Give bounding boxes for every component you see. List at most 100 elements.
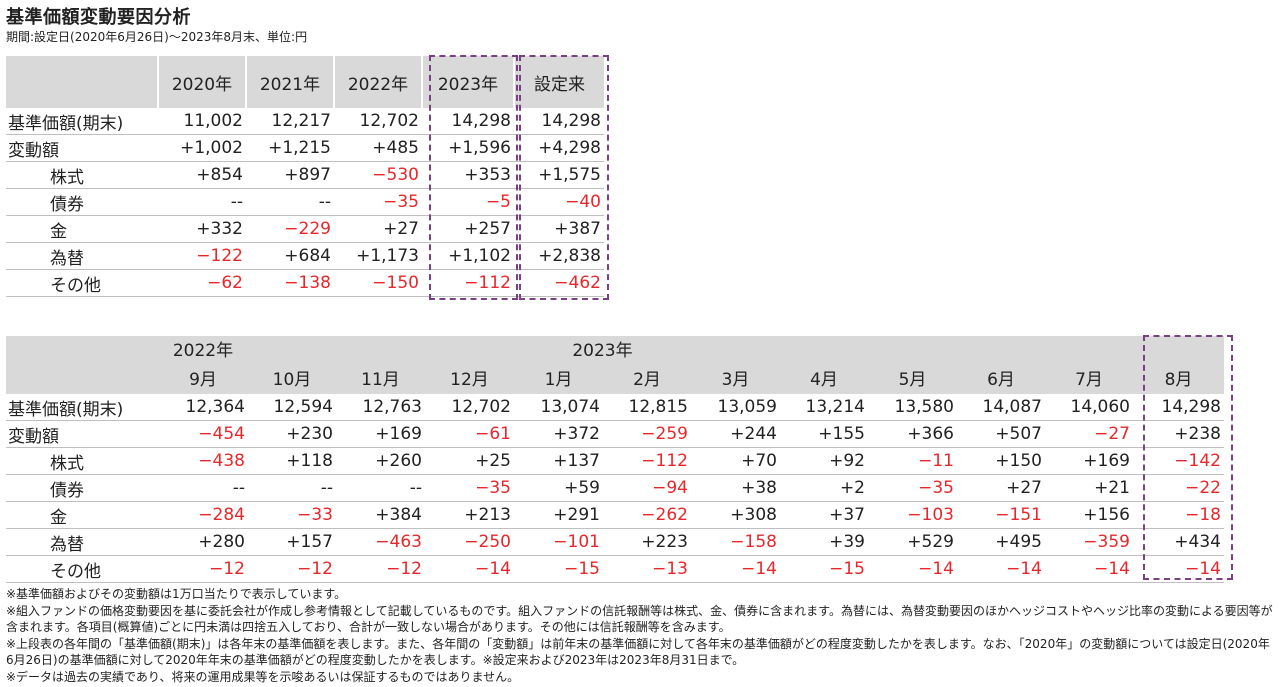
month-header: 11月 bbox=[336, 361, 425, 394]
table-cell: 12,815 bbox=[603, 394, 691, 421]
table-cell: −11 bbox=[868, 447, 957, 475]
table-cell: +332 bbox=[158, 215, 246, 243]
period-subtitle: 期間:設定日(2020年6月26日)～2023年8月末、単位:円 bbox=[6, 30, 308, 44]
table-cell: +1,173 bbox=[334, 242, 422, 270]
table-cell: +238 bbox=[1133, 420, 1224, 448]
annual-change-table: 2020年 2021年 2022年 2023年 設定来 基準価額(期末) 11,0… bbox=[6, 56, 604, 297]
table-cell: +854 bbox=[158, 161, 246, 189]
row-label: 株式 bbox=[6, 161, 158, 189]
table-cell: −158 bbox=[691, 528, 780, 556]
table-row: その他 −12 −12 −12 −14 −15 −13 −14 −15 −14 −14 −14 −14 bbox=[6, 555, 1224, 583]
table-cell: −35 bbox=[334, 188, 422, 216]
month-header: 2月 bbox=[603, 361, 691, 394]
table-cell: +156 bbox=[1045, 501, 1133, 529]
table-cell: -- bbox=[158, 474, 248, 502]
table-cell: +1,575 bbox=[514, 161, 604, 189]
highlight-2023-box bbox=[429, 55, 518, 300]
table-cell: −14 bbox=[957, 555, 1045, 583]
table-cell: -- bbox=[246, 188, 334, 216]
table-cell: +387 bbox=[514, 215, 604, 243]
table-cell: −94 bbox=[603, 474, 691, 502]
table1-col-header: 2021年 bbox=[245, 56, 334, 108]
table1-col-header: 2020年 bbox=[157, 56, 246, 108]
table-cell: 12,364 bbox=[158, 394, 248, 421]
table-cell: +169 bbox=[1045, 447, 1133, 475]
table-cell: −530 bbox=[334, 161, 422, 189]
table-cell: +59 bbox=[514, 474, 603, 502]
table-cell: +2,838 bbox=[514, 242, 604, 270]
table-cell: 13,214 bbox=[780, 394, 868, 421]
table-cell: −14 bbox=[868, 555, 957, 583]
table-cell: −229 bbox=[246, 215, 334, 243]
month-header: 8月 bbox=[1133, 361, 1224, 394]
table-cell: −122 bbox=[158, 242, 246, 270]
month-header: 4月 bbox=[780, 361, 868, 394]
table-cell: −142 bbox=[1133, 447, 1224, 475]
row-label: 金 bbox=[6, 215, 158, 243]
table1-col-header: 2023年 bbox=[421, 56, 514, 108]
table-cell: +485 bbox=[334, 134, 422, 162]
table-cell: −138 bbox=[246, 269, 334, 297]
table-cell: +1,215 bbox=[246, 134, 334, 162]
page-title: 基準価額変動要因分析 bbox=[6, 7, 191, 28]
table-cell: −22 bbox=[1133, 474, 1224, 502]
month-header: 7月 bbox=[1045, 361, 1133, 394]
table-cell: +150 bbox=[957, 447, 1045, 475]
table-cell: −27 bbox=[1045, 420, 1133, 448]
footnote: ※組入ファンドの価格変動要因を基に委託会社が作成し参考情報として記載しているもの… bbox=[6, 603, 1273, 635]
table-cell: −262 bbox=[603, 501, 691, 529]
table-row: 金 −284 −33 +384 +213 +291 −262 +308 +37 −103 −151 +… bbox=[6, 501, 1224, 529]
table-cell: 12,702 bbox=[425, 394, 514, 421]
table-cell: +155 bbox=[780, 420, 868, 448]
table-row: 為替 +280 +157 −463 −250 −101 +223 −158 +39 +529 +49… bbox=[6, 528, 1224, 556]
month-header: 5月 bbox=[868, 361, 957, 394]
table-row: 株式 +854 +897 −530 +353 +1,575 bbox=[6, 161, 604, 189]
table-cell: 14,298 bbox=[514, 108, 604, 135]
table-cell: +684 bbox=[246, 242, 334, 270]
month-header: 12月 bbox=[425, 361, 514, 394]
table-cell: +529 bbox=[868, 528, 957, 556]
table-cell: +1,102 bbox=[422, 242, 514, 270]
table-cell: +353 bbox=[422, 161, 514, 189]
table-cell: +118 bbox=[248, 447, 336, 475]
table-cell: +507 bbox=[957, 420, 1045, 448]
table-cell: +4,298 bbox=[514, 134, 604, 162]
table-cell: +366 bbox=[868, 420, 957, 448]
table-cell: 11,002 bbox=[158, 108, 246, 135]
table-cell: +230 bbox=[248, 420, 336, 448]
table-cell: −12 bbox=[248, 555, 336, 583]
table-cell: −14 bbox=[1045, 555, 1133, 583]
table-cell: 14,298 bbox=[422, 108, 514, 135]
table-cell: −18 bbox=[1133, 501, 1224, 529]
table-cell: -- bbox=[248, 474, 336, 502]
table-cell: −462 bbox=[514, 269, 604, 297]
table-cell: −112 bbox=[422, 269, 514, 297]
table-cell: +25 bbox=[425, 447, 514, 475]
month-header: 1月 bbox=[514, 361, 603, 394]
table-row: その他 −62 −138 −150 −112 −462 bbox=[6, 269, 604, 297]
table-cell: −150 bbox=[334, 269, 422, 297]
table-cell: +260 bbox=[336, 447, 425, 475]
row-label: 変動額 bbox=[6, 134, 158, 162]
table-cell: +1,596 bbox=[422, 134, 514, 162]
row-label: 債券 bbox=[6, 188, 158, 216]
table-cell: −15 bbox=[780, 555, 868, 583]
table-cell: -- bbox=[336, 474, 425, 502]
table-cell: −103 bbox=[868, 501, 957, 529]
table-cell: −454 bbox=[158, 420, 248, 448]
table-cell: +308 bbox=[691, 501, 780, 529]
table-row: 為替 −122 +684 +1,173 +1,102 +2,838 bbox=[6, 242, 604, 270]
table-cell: 12,594 bbox=[248, 394, 336, 421]
table-row: 基準価額(期末) 11,002 12,217 12,702 14,298 14,298 bbox=[6, 108, 604, 135]
table-cell: 13,074 bbox=[514, 394, 603, 421]
footnote: ※上段表の各年間の「基準価額(期末)」は各年末の基準価額を表します。また、各年間… bbox=[6, 636, 1270, 668]
table-row: 株式 −438 +118 +260 +25 +137 −112 +70 +92 −11 +150 +1… bbox=[6, 447, 1224, 475]
table1-col-header: 設定来 bbox=[513, 56, 604, 108]
table-cell: 12,702 bbox=[334, 108, 422, 135]
table-cell: +169 bbox=[336, 420, 425, 448]
table-row: 債券 -- -- −35 −5 −40 bbox=[6, 188, 604, 216]
table-cell: 13,059 bbox=[691, 394, 780, 421]
table-cell: +2 bbox=[780, 474, 868, 502]
month-header: 9月 bbox=[158, 361, 248, 394]
row-label: 基準価額(期末) bbox=[6, 394, 158, 421]
